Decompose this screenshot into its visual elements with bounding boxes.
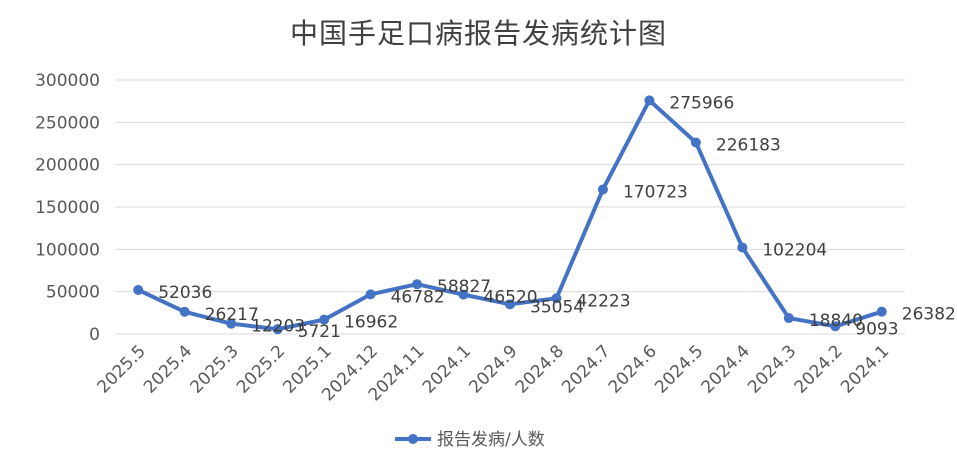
data-point	[830, 321, 841, 332]
data-label: 52036	[158, 283, 212, 303]
y-tick-label: 300000	[35, 71, 100, 91]
x-tick-label: 2024.2	[791, 341, 847, 397]
data-label: 275966	[669, 93, 734, 113]
data-point	[365, 289, 376, 300]
data-label: 46520	[484, 288, 538, 308]
data-point	[876, 306, 887, 317]
legend-label: 报告发病/人数	[437, 430, 545, 450]
y-tick-label: 0	[89, 325, 100, 345]
x-tick-label: 2024.5	[651, 341, 707, 397]
x-tick-label: 2024.4	[698, 341, 754, 397]
data-label: 46782	[391, 287, 445, 307]
series-layer	[133, 95, 887, 335]
x-tick-label: 2024.6	[605, 341, 661, 397]
x-tick-label: 2025.5	[94, 341, 150, 397]
x-tick-label: 2025.3	[187, 341, 243, 397]
y-tick-label: 200000	[35, 156, 100, 176]
data-point	[226, 318, 237, 329]
data-label: 26382	[902, 305, 956, 325]
data-label: 9093	[855, 319, 898, 339]
x-tick-label: 2024.9	[465, 341, 521, 397]
data-label: 16962	[344, 313, 398, 333]
y-axis: 0 50000 100000 150000 200000 250000 300000	[35, 71, 100, 345]
data-point	[133, 284, 144, 295]
data-label: 18840	[809, 311, 863, 331]
data-point	[272, 324, 283, 335]
gridlines	[115, 79, 905, 335]
data-label: 102204	[762, 240, 827, 260]
data-label: 26217	[205, 305, 259, 325]
data-point	[505, 299, 515, 310]
data-point	[179, 306, 190, 317]
data-point	[737, 242, 748, 253]
x-tick-label: 2024.8	[512, 341, 568, 397]
x-tick-label: 2024.3	[744, 341, 800, 397]
data-point	[783, 313, 794, 324]
x-tick-label: 2025.4	[140, 341, 196, 397]
x-tick-label: 2025.2	[233, 341, 289, 397]
data-label: 58827	[437, 277, 491, 297]
data-point	[597, 184, 608, 195]
data-point	[690, 137, 701, 148]
x-tick-label: 2024.1	[837, 341, 893, 397]
data-label: 35054	[530, 297, 584, 317]
data-point	[412, 279, 423, 290]
data-label: 226183	[716, 135, 781, 155]
y-tick-label: 150000	[35, 198, 100, 218]
data-point	[644, 95, 655, 106]
data-label: 12203	[251, 317, 305, 337]
data-label: 170723	[623, 182, 688, 202]
data-label: 5721	[298, 322, 341, 342]
x-tick-label: 2024.7	[558, 341, 614, 397]
y-tick-label: 50000	[46, 283, 100, 303]
x-axis: 2025.52025.42025.32025.22025.12024.12202…	[94, 341, 894, 405]
data-point	[551, 293, 562, 304]
y-tick-label: 250000	[35, 113, 100, 133]
data-label: 42223	[576, 291, 630, 311]
chart-title: 中国手足口病报告发病统计图	[289, 17, 667, 50]
legend: 报告发病/人数	[395, 430, 545, 450]
x-tick-label: 2024.1	[419, 341, 475, 397]
y-tick-label: 100000	[35, 240, 100, 260]
data-point	[458, 289, 469, 300]
legend-marker	[408, 434, 418, 444]
data-point	[319, 314, 330, 325]
